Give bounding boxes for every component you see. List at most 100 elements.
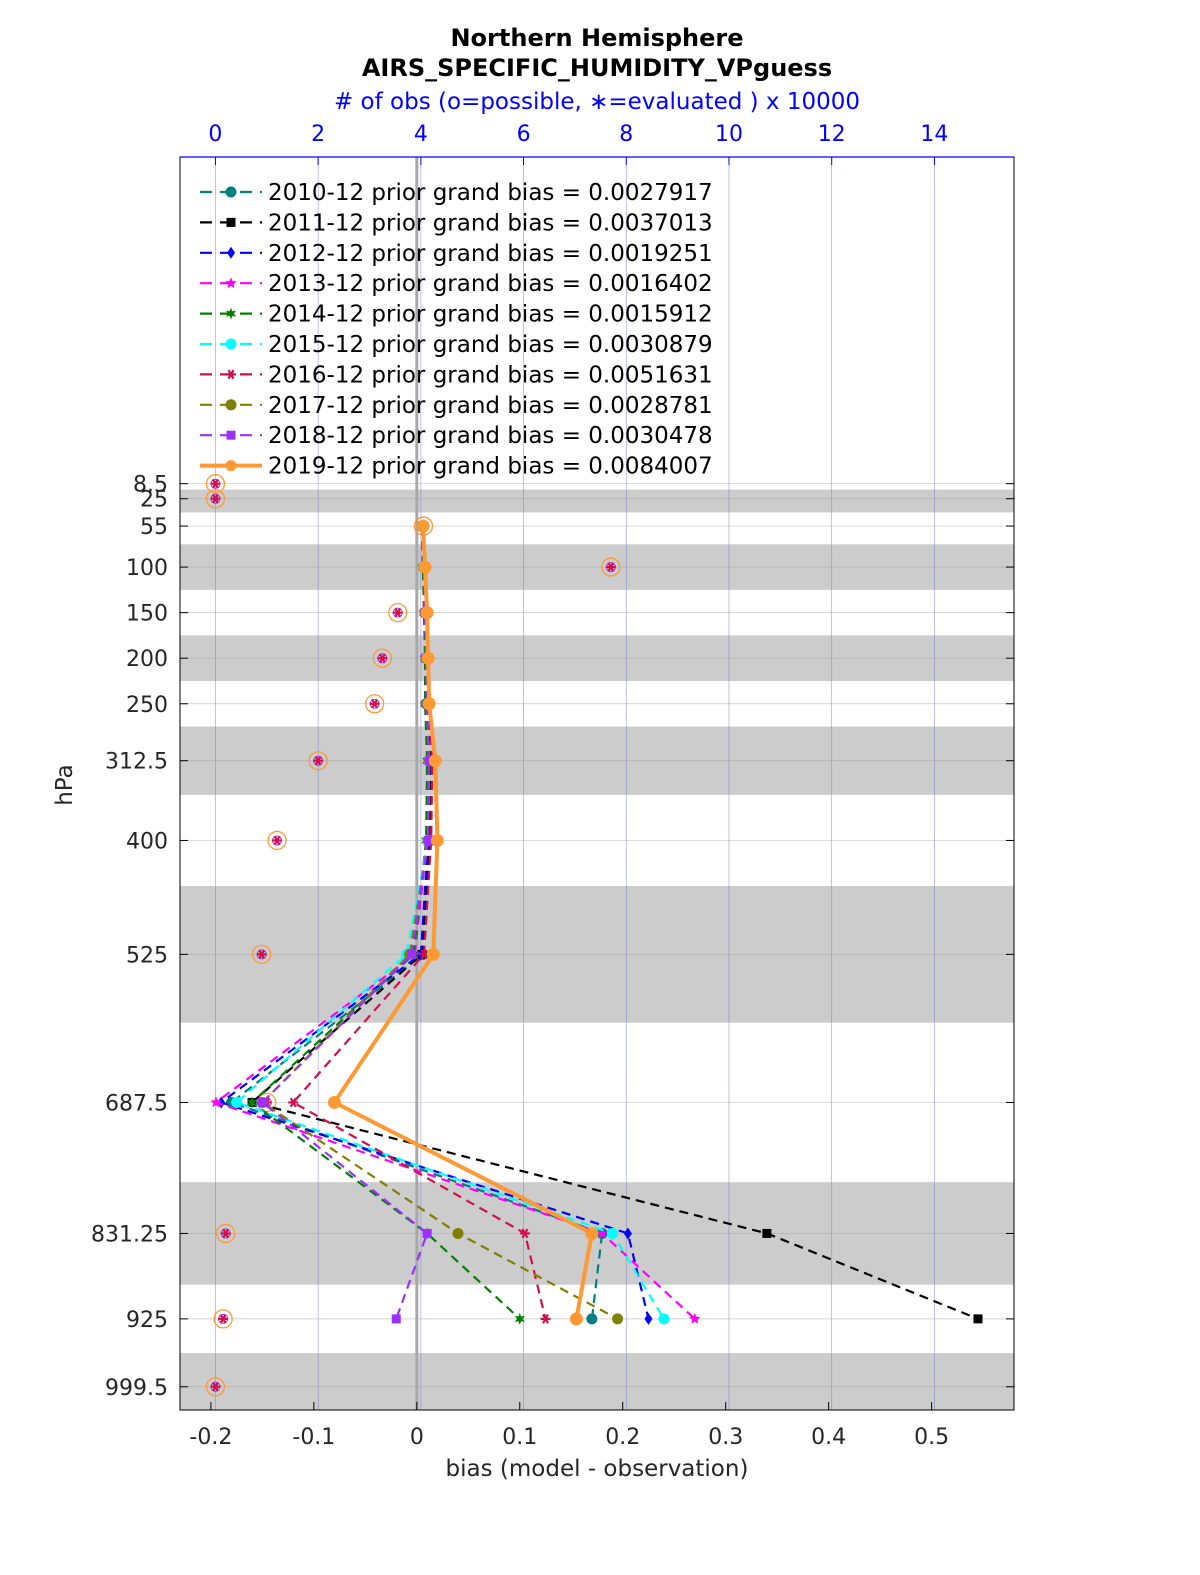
- legend-entry: 2017-12 prior grand bias = 0.0028781: [268, 393, 713, 419]
- data-point: [585, 1226, 599, 1240]
- obs-possible-marker: [205, 1377, 226, 1397]
- obs-evaluated-marker: [377, 653, 388, 664]
- bottom-tick-labels: -0.2 -0.1 0 0.1 0.2 0.3 0.4 0.5: [189, 1402, 949, 1450]
- y-tick-label: 400: [126, 829, 168, 854]
- series-line: [235, 526, 665, 1320]
- grid-lines: [180, 157, 1014, 1410]
- obs-possible-marker: [388, 602, 408, 623]
- x-axis-label: bias (model - observation): [446, 1456, 749, 1482]
- top-tick-label: 6: [517, 122, 531, 147]
- top-tick-label: 2: [311, 122, 325, 147]
- data-point: [246, 1096, 258, 1109]
- legend-entry: 2014-12 prior grand bias = 0.0015912: [268, 302, 713, 328]
- chart-subtitle: AIRS_SPECIFIC_HUMIDITY_VPguess: [362, 54, 832, 82]
- y-tick-label: 925: [126, 1308, 168, 1333]
- data-point: [231, 1096, 243, 1108]
- data-point: [422, 697, 436, 711]
- data-point: [762, 1228, 772, 1238]
- y-tick-label: 150: [126, 602, 168, 627]
- data-point: [973, 1314, 983, 1324]
- obs-possible-marker: [364, 694, 385, 714]
- data-point: [540, 1313, 551, 1324]
- y-tick-label: 687.5: [105, 1091, 168, 1116]
- top-tick-label: 0: [208, 122, 222, 147]
- legend-marker: [226, 430, 236, 440]
- obs-evaluated-marker: [218, 1313, 229, 1324]
- obs-evaluated-marker: [210, 478, 221, 489]
- data-point: [586, 1313, 598, 1325]
- legend-entry: 2016-12 prior grand bias = 0.0051631: [268, 362, 713, 388]
- obs-possible-marker: [372, 648, 392, 668]
- data-point: [210, 1096, 222, 1108]
- x-tick-label: -0.2: [189, 1425, 232, 1450]
- obs-possible-marker: [216, 1223, 236, 1244]
- data-point: [428, 754, 442, 768]
- legend: 2010-12 prior grand bias = 0.0027917 2011…: [200, 180, 713, 480]
- x-tick-label: 0.4: [811, 1425, 846, 1450]
- obs-possible-marker: [267, 830, 287, 851]
- legend-entry: 2019-12 prior grand bias = 0.0084007: [268, 454, 713, 480]
- series-line: [214, 526, 696, 1320]
- data-point: [644, 1312, 653, 1325]
- series-line: [251, 526, 521, 1320]
- legend-entry: 2018-12 prior grand bias = 0.0030478: [268, 423, 713, 449]
- legend-marker: [225, 277, 237, 289]
- obs-evaluated-marker: [272, 835, 283, 846]
- top-tick-label: 4: [414, 122, 428, 147]
- obs-evaluated-marker: [256, 949, 267, 960]
- y-tick-label: 100: [126, 556, 168, 581]
- y-tick-label: 25: [140, 488, 168, 513]
- y-tick-label: 525: [126, 943, 168, 968]
- data-point: [606, 1227, 618, 1239]
- data-point: [407, 949, 417, 959]
- data-point: [391, 1314, 401, 1324]
- y-tick-label: 200: [126, 647, 168, 672]
- data-point: [452, 1227, 464, 1239]
- obs-possible-marker: [205, 474, 226, 494]
- data-point: [689, 1312, 701, 1324]
- obs-evaluated-marker: [210, 1381, 221, 1392]
- legend-marker: [225, 307, 237, 320]
- legend-marker: [225, 399, 237, 411]
- legend-entry: 2010-12 prior grand bias = 0.0027917: [268, 180, 713, 206]
- y-tick-label: 312.5: [105, 750, 168, 775]
- data-point: [569, 1312, 583, 1326]
- data-point: [416, 519, 430, 533]
- data-point: [623, 1227, 632, 1240]
- shaded-band: [180, 1353, 1014, 1410]
- x-tick-label: 0: [410, 1425, 424, 1450]
- obs-possible-marker: [601, 557, 621, 577]
- obs-evaluated-marker: [392, 607, 403, 618]
- top-tick-label: 8: [619, 122, 633, 147]
- y-tick-label: 999.5: [105, 1376, 168, 1401]
- y-tick-label: 831.25: [91, 1222, 168, 1247]
- data-point: [596, 1227, 608, 1239]
- data-point: [658, 1313, 670, 1325]
- legend-marker: [226, 217, 236, 227]
- y-tick-label: 250: [126, 693, 168, 718]
- x-tick-label: -0.1: [292, 1425, 335, 1450]
- y-tick-label: 55: [140, 515, 168, 540]
- legend-entry: 2015-12 prior grand bias = 0.0030879: [268, 332, 713, 358]
- series-line: [261, 526, 431, 1320]
- obs-evaluated-marker: [220, 1228, 231, 1239]
- data-point: [327, 1095, 341, 1109]
- obs-evaluated-marker: [313, 755, 324, 766]
- obs-evaluated-marker: [369, 698, 380, 709]
- y-axis-label: hPa: [52, 764, 78, 806]
- data-point: [217, 1096, 226, 1109]
- data-point: [519, 1228, 530, 1239]
- x-tick-label: 0.5: [914, 1425, 949, 1450]
- legend-marker: [225, 460, 237, 472]
- top-tick-label: 10: [715, 122, 743, 147]
- top-tick-label: 14: [920, 122, 948, 147]
- legend-entry: 2013-12 prior grand bias = 0.0016402: [268, 271, 713, 297]
- data-point: [430, 833, 444, 847]
- legend-marker: [225, 338, 237, 350]
- top-axis-label: # of obs (o=possible, ∗=evaluated ) x 10…: [334, 89, 860, 115]
- data-point: [418, 560, 432, 574]
- obs-evaluated-marker: [605, 562, 616, 572]
- top-tick-label: 12: [818, 122, 846, 147]
